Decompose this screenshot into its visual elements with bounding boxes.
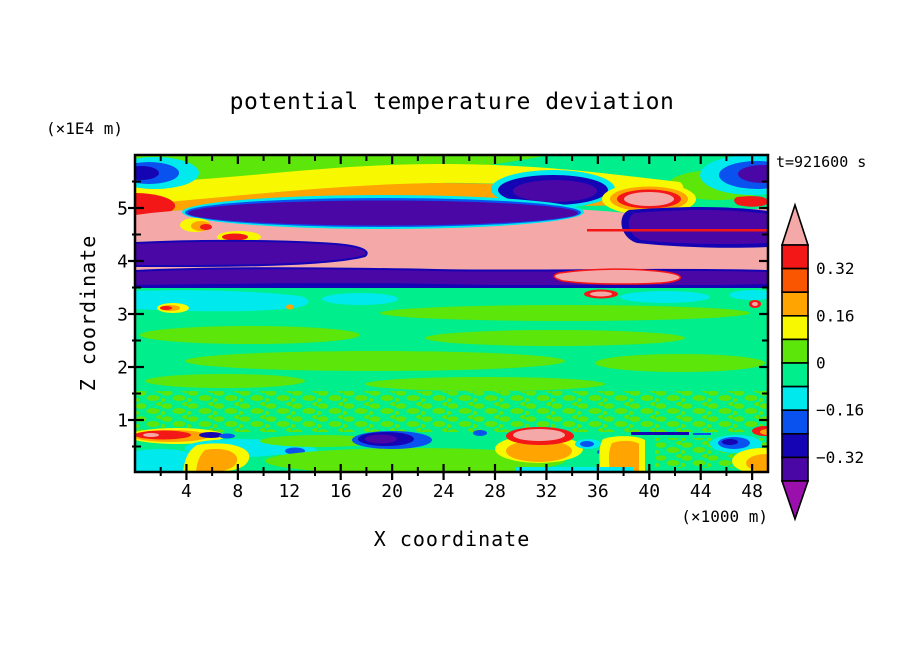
contour-region — [734, 196, 768, 207]
contour-region — [135, 239, 368, 267]
contour-region — [513, 429, 565, 441]
contour-region — [729, 290, 768, 300]
colorbar-under-arrow — [780, 480, 810, 522]
contour-region — [425, 330, 685, 346]
x-tick-label: 36 — [587, 481, 609, 502]
colorbar-over-arrow — [780, 202, 810, 246]
contour-region — [135, 391, 768, 432]
colorbar-segment — [781, 385, 809, 412]
colorbar-segment — [781, 314, 809, 341]
contour-region — [135, 166, 159, 180]
contour-region — [200, 224, 212, 230]
contour-region — [143, 433, 159, 437]
contour-region — [365, 377, 605, 391]
contour-region — [473, 430, 487, 436]
contour-region — [693, 433, 711, 435]
colorbar-segment — [781, 432, 809, 459]
x-axis-unit-label: (×1000 m) — [681, 507, 768, 526]
contour-region — [322, 293, 398, 305]
colorbar-segment — [781, 338, 809, 364]
contour-region — [506, 440, 572, 462]
contour-region — [722, 439, 738, 445]
x-tick-label: 48 — [741, 481, 763, 502]
contour-region — [608, 440, 639, 472]
colorbar-label: 0 — [816, 354, 826, 373]
y-tick-label: 5 — [117, 199, 128, 220]
y-tick-label: 2 — [117, 358, 128, 379]
contour-region — [260, 435, 380, 447]
contour-region — [624, 192, 674, 206]
contour-region — [752, 302, 758, 306]
colorbar-segment — [781, 267, 809, 294]
contour-region — [286, 304, 294, 310]
contour-region — [590, 291, 612, 297]
y-tick-label: 3 — [117, 305, 128, 326]
x-axis-title: X coordinate — [373, 527, 531, 551]
contour-region — [145, 374, 305, 388]
contour-region — [199, 432, 223, 438]
contour-region — [222, 233, 248, 241]
colorbar-label: −0.16 — [816, 401, 864, 420]
contour-region — [580, 441, 594, 447]
x-tick-label: 28 — [484, 481, 506, 502]
contour-region — [380, 305, 750, 321]
contour-region — [219, 433, 235, 439]
y-tick-label: 1 — [117, 411, 128, 432]
x-tick-label: 4 — [181, 481, 192, 502]
contour-region — [553, 268, 681, 285]
plot-title: potential temperature deviation — [229, 89, 675, 115]
contour-field — [135, 155, 768, 472]
contour-region — [135, 430, 191, 440]
x-tick-label: 12 — [278, 481, 300, 502]
contour-region — [140, 326, 360, 344]
colorbar: 0.32 0.16 0 −0.16 −0.32 — [780, 202, 864, 522]
x-tick-label: 32 — [536, 481, 558, 502]
y-axis-title: Z coordinate — [76, 234, 100, 392]
contour-region — [188, 200, 578, 226]
contour-region — [196, 448, 238, 472]
contour-region — [135, 467, 163, 472]
contour-region — [160, 306, 172, 310]
contour-region — [365, 434, 397, 444]
colorbar-segment — [781, 362, 809, 388]
contour-region — [620, 291, 710, 303]
colorbar-label: −0.32 — [816, 448, 864, 467]
contour-region — [135, 193, 176, 217]
y-axis-unit-label: (×1E4 m) — [46, 119, 124, 138]
x-tick-label: 40 — [638, 481, 660, 502]
colorbar-segment — [781, 456, 809, 482]
x-tick-label: 44 — [690, 481, 712, 502]
contour-region — [135, 285, 768, 288]
y-tick-label: 4 — [117, 252, 128, 273]
contour-region — [631, 432, 689, 435]
contour-region — [587, 229, 768, 232]
colorbar-segment — [781, 409, 809, 435]
x-tick-label: 20 — [381, 481, 403, 502]
contour-region — [513, 180, 597, 202]
colorbar-segment — [781, 291, 809, 317]
contour-region — [515, 467, 633, 472]
colorbar-label: 0.16 — [816, 306, 855, 325]
colorbar-segment — [781, 244, 809, 270]
colorbar-label: 0.32 — [816, 259, 855, 278]
contour-region — [185, 351, 565, 371]
time-annotation: t=921600 s — [776, 153, 867, 171]
contour-region — [760, 429, 768, 435]
x-tick-label: 24 — [433, 481, 455, 502]
contour-region — [628, 210, 768, 244]
contour-region — [595, 354, 765, 372]
contour-region — [738, 165, 768, 183]
x-tick-label: 16 — [330, 481, 352, 502]
x-tick-label: 8 — [232, 481, 243, 502]
